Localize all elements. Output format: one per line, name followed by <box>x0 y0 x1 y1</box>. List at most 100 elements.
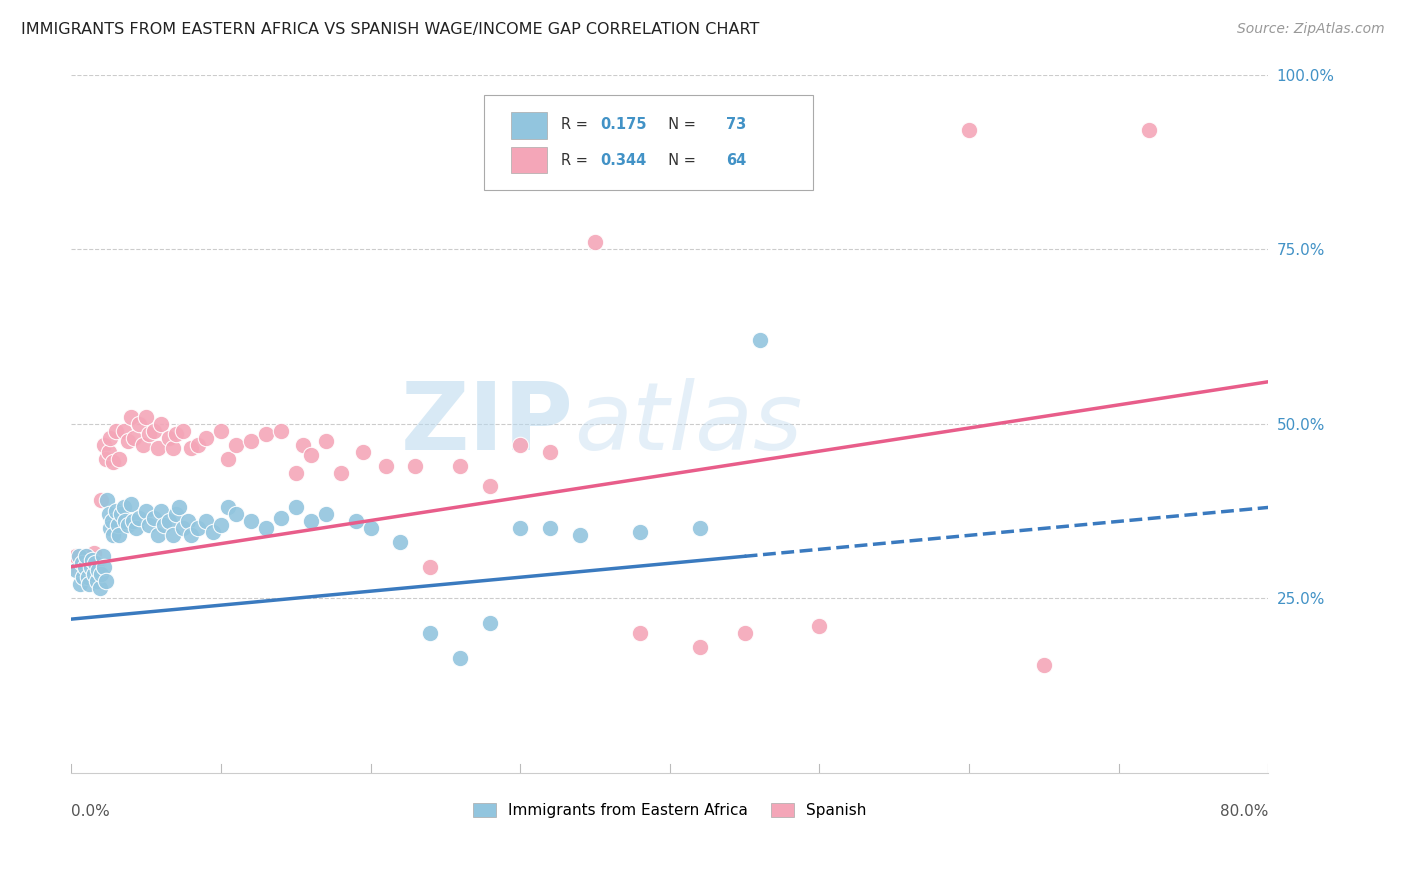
Point <box>101 528 124 542</box>
Point <box>344 515 367 529</box>
Point <box>120 497 142 511</box>
Point <box>162 528 184 542</box>
Point <box>83 546 105 560</box>
Point <box>96 493 118 508</box>
Point <box>225 508 247 522</box>
Point <box>172 424 194 438</box>
Text: 0.175: 0.175 <box>600 118 647 132</box>
Point <box>69 577 91 591</box>
Point <box>194 515 217 529</box>
Point <box>225 437 247 451</box>
Point <box>77 563 100 577</box>
Point <box>509 437 531 451</box>
Point <box>72 570 94 584</box>
Point <box>180 528 202 542</box>
Point <box>209 424 232 438</box>
Point <box>122 431 145 445</box>
Point <box>162 441 184 455</box>
Point <box>87 559 110 574</box>
Point <box>105 424 128 438</box>
Point <box>374 458 396 473</box>
Point <box>284 466 307 480</box>
Text: atlas: atlas <box>574 378 803 469</box>
Text: 80.0%: 80.0% <box>1220 805 1268 819</box>
Point <box>389 535 412 549</box>
Point <box>449 458 471 473</box>
Point <box>100 515 122 529</box>
Point <box>689 521 711 535</box>
Point <box>70 566 93 581</box>
Point <box>110 508 132 522</box>
Point <box>254 521 277 535</box>
Point <box>76 570 98 584</box>
Point <box>138 517 160 532</box>
Point <box>270 424 292 438</box>
Point <box>187 437 209 451</box>
Point <box>76 556 98 570</box>
Point <box>538 444 561 458</box>
Point <box>808 619 831 633</box>
Point <box>142 511 165 525</box>
Text: R =: R = <box>561 118 592 132</box>
Point <box>93 437 115 451</box>
Point <box>569 528 592 542</box>
Point <box>538 521 561 535</box>
Point <box>157 515 180 529</box>
Point <box>117 517 139 532</box>
Point <box>128 417 150 431</box>
Point <box>217 451 239 466</box>
Point <box>167 500 190 515</box>
Point <box>67 549 90 564</box>
Point <box>70 556 93 570</box>
Point <box>150 417 173 431</box>
Point <box>65 563 87 577</box>
Point <box>128 511 150 525</box>
Point <box>254 427 277 442</box>
Point <box>734 626 756 640</box>
Point <box>352 444 374 458</box>
Point <box>73 559 96 574</box>
Point <box>121 515 143 529</box>
Text: 0.0%: 0.0% <box>72 805 110 819</box>
Point <box>270 511 292 525</box>
Point <box>67 563 90 577</box>
Text: Source: ZipAtlas.com: Source: ZipAtlas.com <box>1237 22 1385 37</box>
Point <box>80 559 103 574</box>
Point <box>628 524 651 539</box>
Point <box>94 451 117 466</box>
Point <box>153 517 176 532</box>
Point <box>112 424 135 438</box>
Point <box>132 437 155 451</box>
Point <box>449 650 471 665</box>
Point <box>329 466 352 480</box>
Point <box>97 444 120 458</box>
Text: R =: R = <box>561 153 592 168</box>
Point <box>315 434 337 448</box>
Point <box>98 431 121 445</box>
Point <box>135 409 157 424</box>
Point <box>77 577 100 591</box>
Point <box>165 427 187 442</box>
Point <box>150 504 173 518</box>
Point <box>180 441 202 455</box>
Point <box>82 553 104 567</box>
Point <box>1032 657 1054 672</box>
Point <box>165 508 187 522</box>
Point <box>583 235 606 249</box>
Point <box>108 528 131 542</box>
Point <box>299 515 322 529</box>
Point <box>80 553 103 567</box>
Point <box>84 556 107 570</box>
Point <box>75 549 97 564</box>
Point <box>91 549 114 564</box>
Text: 73: 73 <box>725 118 747 132</box>
Point <box>86 574 108 588</box>
Point <box>172 521 194 535</box>
Point <box>194 431 217 445</box>
Point <box>360 521 382 535</box>
Text: N =: N = <box>659 153 700 168</box>
Point <box>146 528 169 542</box>
Point <box>101 455 124 469</box>
Point <box>284 500 307 515</box>
Point <box>89 581 111 595</box>
